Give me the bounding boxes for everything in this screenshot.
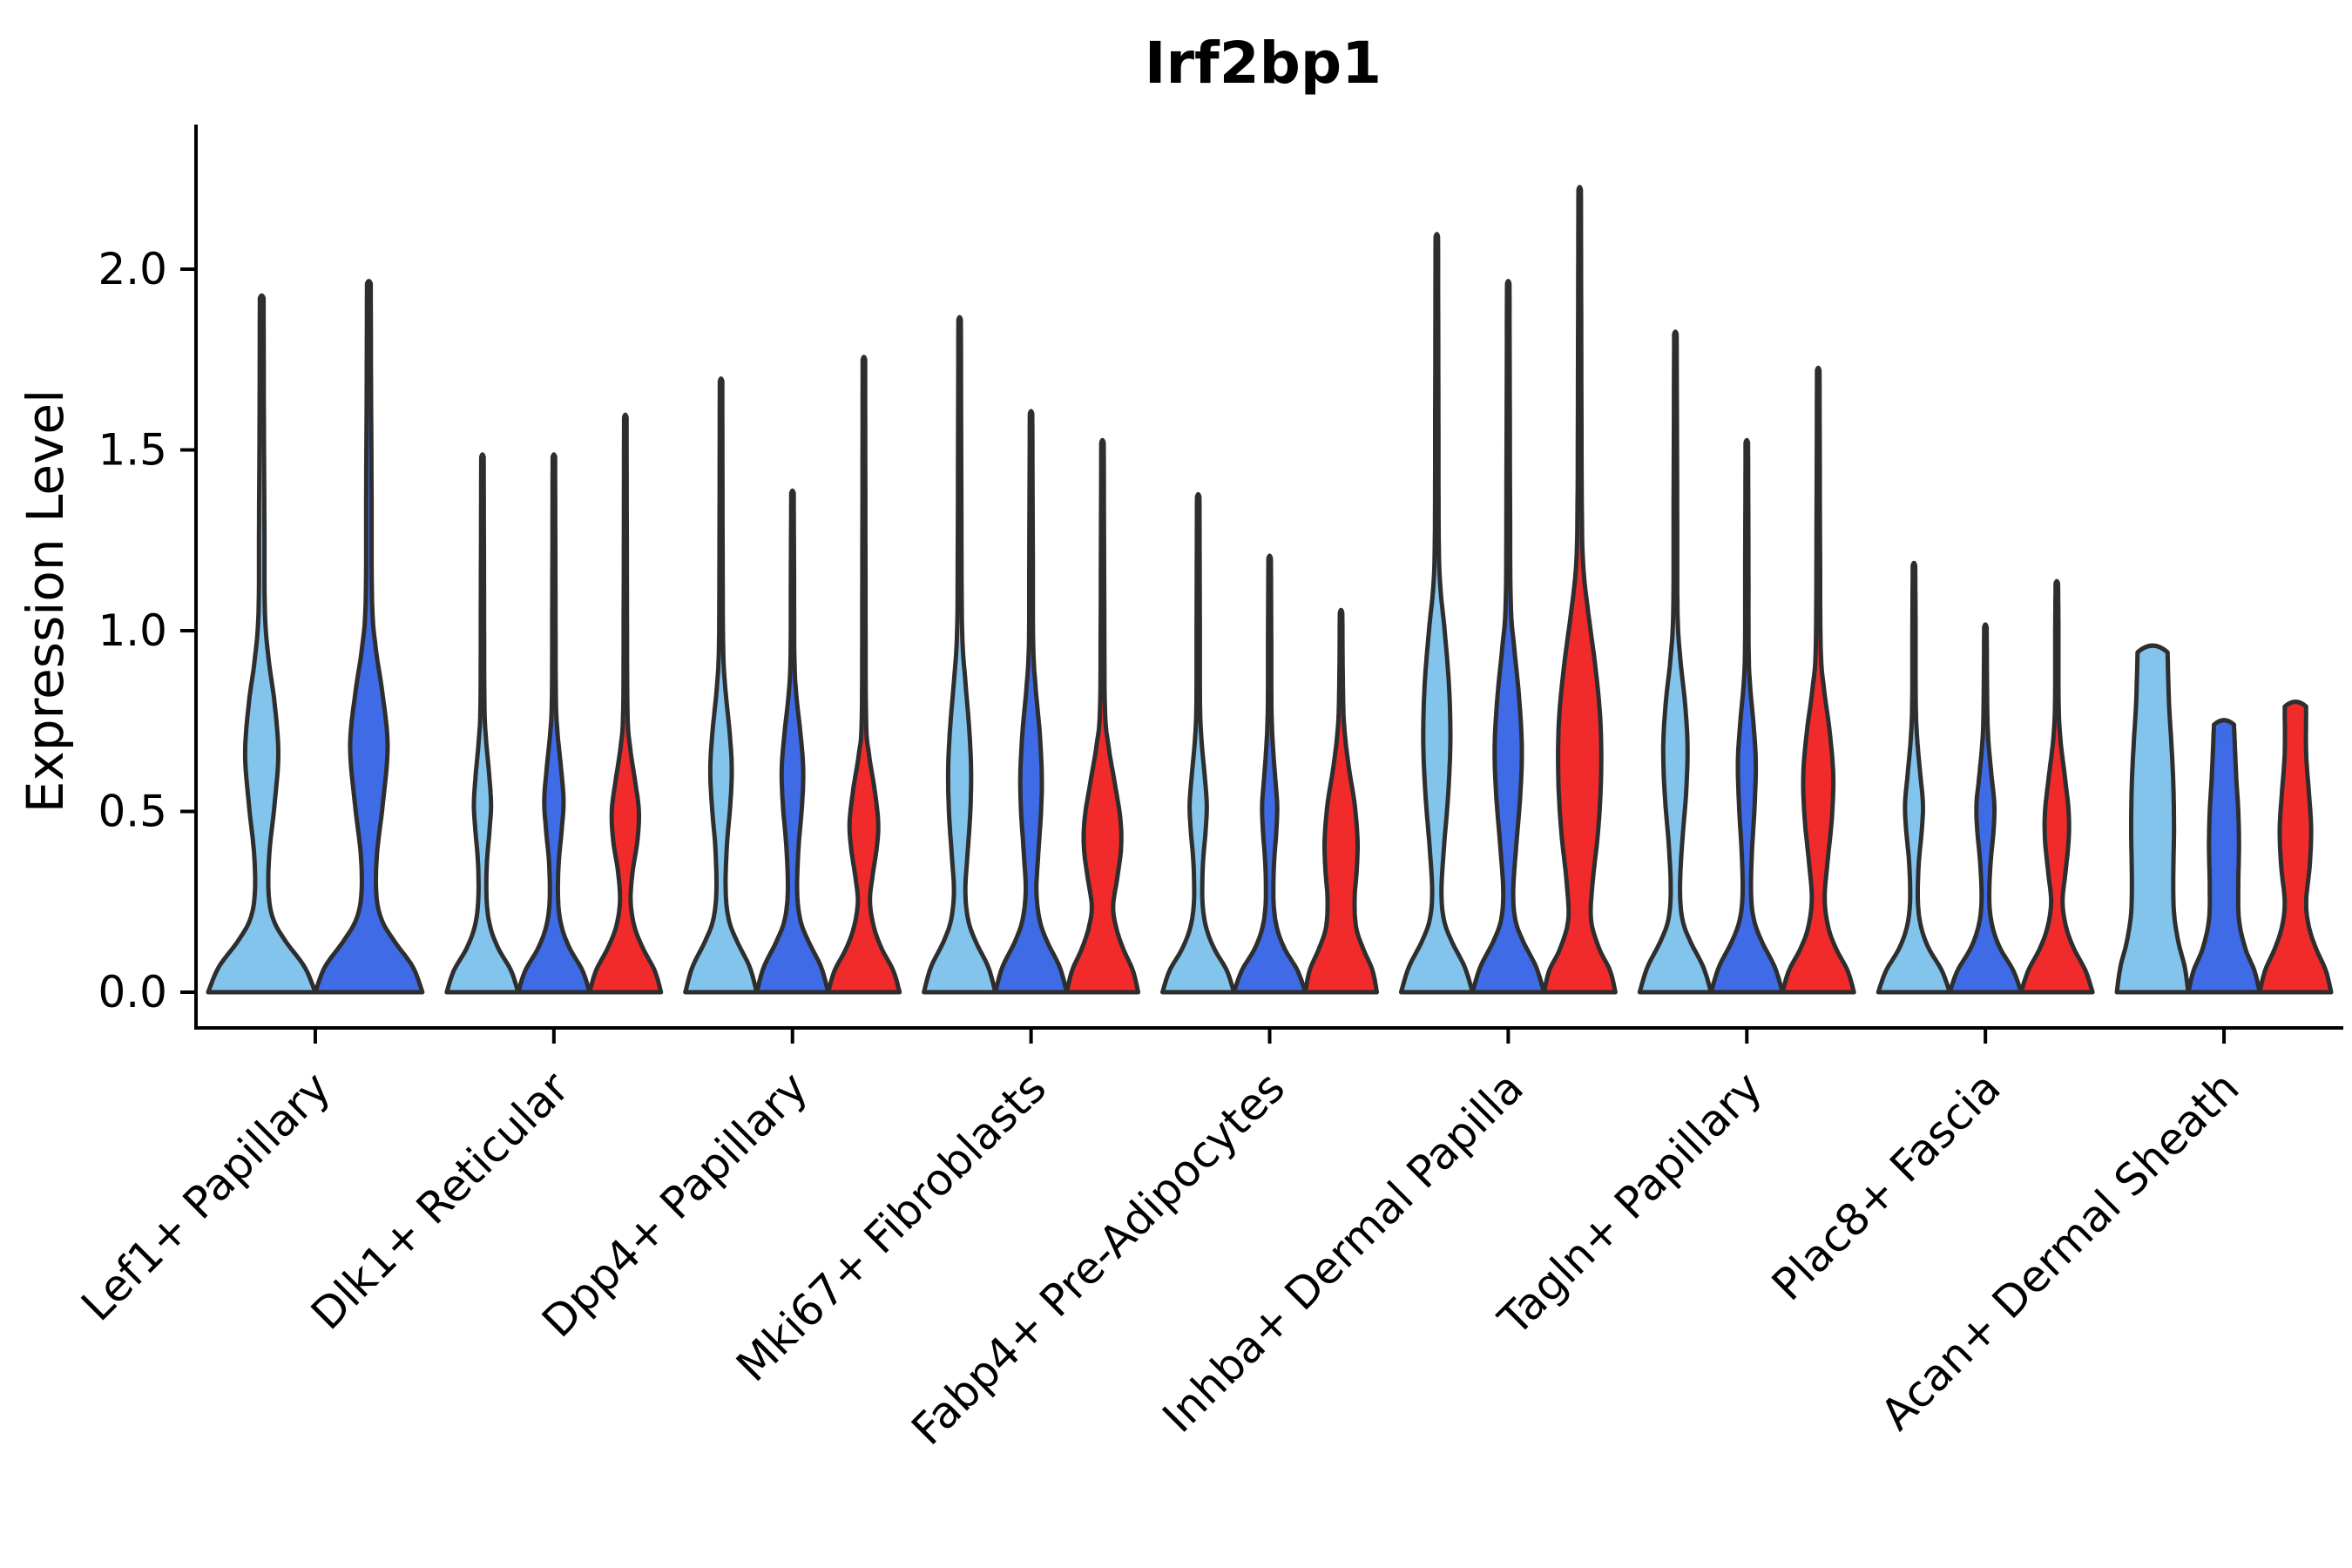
violin-lef1-papillary-dark-blue: [313, 279, 425, 995]
violin-mki67-fibroblasts-dark-blue: [993, 409, 1070, 995]
violin-dpp4-papillary-red: [826, 355, 902, 995]
chart-title: Irf2bp1: [1145, 30, 1382, 97]
y-tick-label: 2.0: [98, 244, 167, 294]
violins: [206, 185, 2334, 995]
y-axis-label: Expression Level: [16, 389, 75, 813]
violin-tagln-papillary-light-blue: [1637, 329, 1713, 995]
violin-inhba-dermal-papilla-light-blue: [1398, 232, 1475, 995]
x-tick-label-dpp4-papillary: Dpp4+ Papillary: [532, 1062, 817, 1347]
violin-plac8-fascia-red: [2018, 578, 2095, 995]
violin-dlk1-reticular-dark-blue: [516, 452, 592, 995]
x-tick-label-lef1-papillary: Lef1+ Papillary: [71, 1062, 340, 1330]
violin-fabp4-pre-adipocytes-red: [1303, 607, 1379, 995]
violin-tagln-papillary-red: [1780, 365, 1856, 995]
violin-acan-dermal-sheath-dark-blue: [2186, 718, 2262, 995]
violin-mki67-fibroblasts-light-blue: [922, 314, 998, 995]
violin-inhba-dermal-papilla-red: [1541, 185, 1618, 995]
y-tick-label: 1.0: [98, 605, 167, 656]
y-tick-label: 0.5: [98, 787, 167, 837]
violin-plac8-fascia-dark-blue: [1947, 622, 2024, 995]
violin-dlk1-reticular-red: [587, 412, 664, 995]
violin-fabp4-pre-adipocytes-dark-blue: [1232, 553, 1308, 995]
violin-dlk1-reticular-light-blue: [444, 452, 521, 995]
violin-inhba-dermal-papilla-dark-blue: [1470, 279, 1546, 995]
y-tick-label: 0.0: [98, 967, 167, 1017]
violin-dpp4-papillary-dark-blue: [754, 488, 831, 995]
axes: [180, 125, 2343, 1044]
violin-plac8-fascia-light-blue: [1876, 560, 1952, 995]
x-tick-label-dlk1-reticular: Dlk1+ Reticular: [301, 1062, 578, 1339]
violin-fabp4-pre-adipocytes-light-blue: [1160, 491, 1236, 995]
violin-tagln-papillary-dark-blue: [1708, 437, 1785, 995]
violin-acan-dermal-sheath-light-blue: [2114, 643, 2191, 995]
violin-acan-dermal-sheath-red: [2257, 700, 2334, 995]
violin-lef1-papillary-light-blue: [206, 293, 318, 995]
x-tick-label-plac8-fascia: Plac8+ Fascia: [1762, 1062, 2011, 1310]
y-tick-label: 1.5: [98, 425, 167, 476]
violin-dpp4-papillary-light-blue: [683, 376, 760, 995]
violin-mki67-fibroblasts-red: [1064, 437, 1141, 995]
axis-spines: [194, 125, 2343, 1030]
x-tick-label-tagln-papillary: Tagln+ Papillary: [1489, 1062, 1772, 1345]
